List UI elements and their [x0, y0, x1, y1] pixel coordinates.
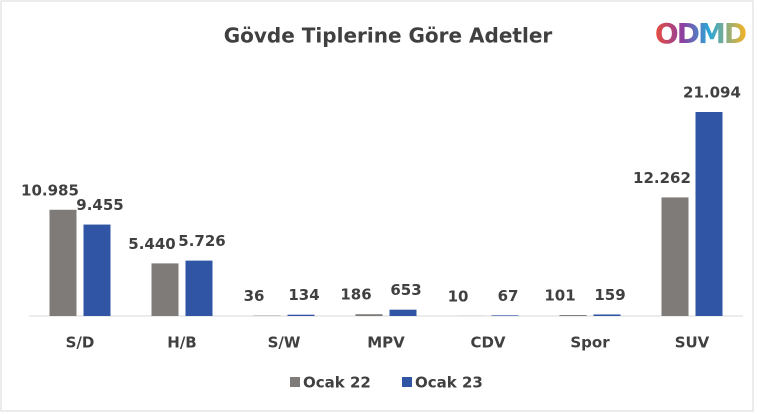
legend-label: Ocak 22	[303, 374, 371, 392]
bar	[559, 315, 587, 316]
value-label: 12.262	[633, 169, 691, 187]
bar	[83, 224, 111, 316]
value-label: 67	[498, 287, 519, 305]
bar	[287, 314, 315, 316]
value-label: 10	[448, 287, 469, 305]
bar	[185, 260, 213, 316]
bar	[389, 309, 417, 316]
legend-swatch	[402, 377, 412, 387]
legend-swatch	[290, 377, 300, 387]
x-tick-label: MPV	[367, 334, 405, 352]
value-label: 36	[244, 287, 265, 305]
x-tick-label: SUV	[675, 334, 710, 352]
bar	[491, 315, 519, 316]
value-label: 9.455	[76, 196, 123, 214]
x-tick-label: CDV	[470, 334, 505, 352]
x-tick-label: S/W	[268, 334, 301, 352]
x-tick-label: H/B	[167, 334, 196, 352]
value-label: 159	[594, 286, 625, 304]
logo: ODMD	[655, 17, 746, 50]
value-label: 21.094	[683, 84, 741, 102]
bar	[593, 314, 621, 316]
value-label: 5.726	[178, 232, 225, 250]
bar	[49, 209, 77, 316]
bar	[151, 263, 179, 316]
value-label: 101	[544, 287, 575, 305]
bar	[695, 112, 723, 316]
value-label: 653	[390, 281, 421, 299]
chart-title: Gövde Tiplerine Göre Adetler	[224, 24, 553, 48]
bar	[355, 314, 383, 316]
x-tick-label: S/D	[66, 334, 95, 352]
value-label: 5.440	[128, 235, 175, 253]
bar	[661, 197, 689, 316]
x-tick-label: Spor	[570, 334, 610, 352]
legend-label: Ocak 23	[415, 374, 483, 392]
value-label: 186	[340, 286, 371, 304]
value-label: 134	[288, 286, 319, 304]
value-label: 10.985	[21, 181, 79, 199]
